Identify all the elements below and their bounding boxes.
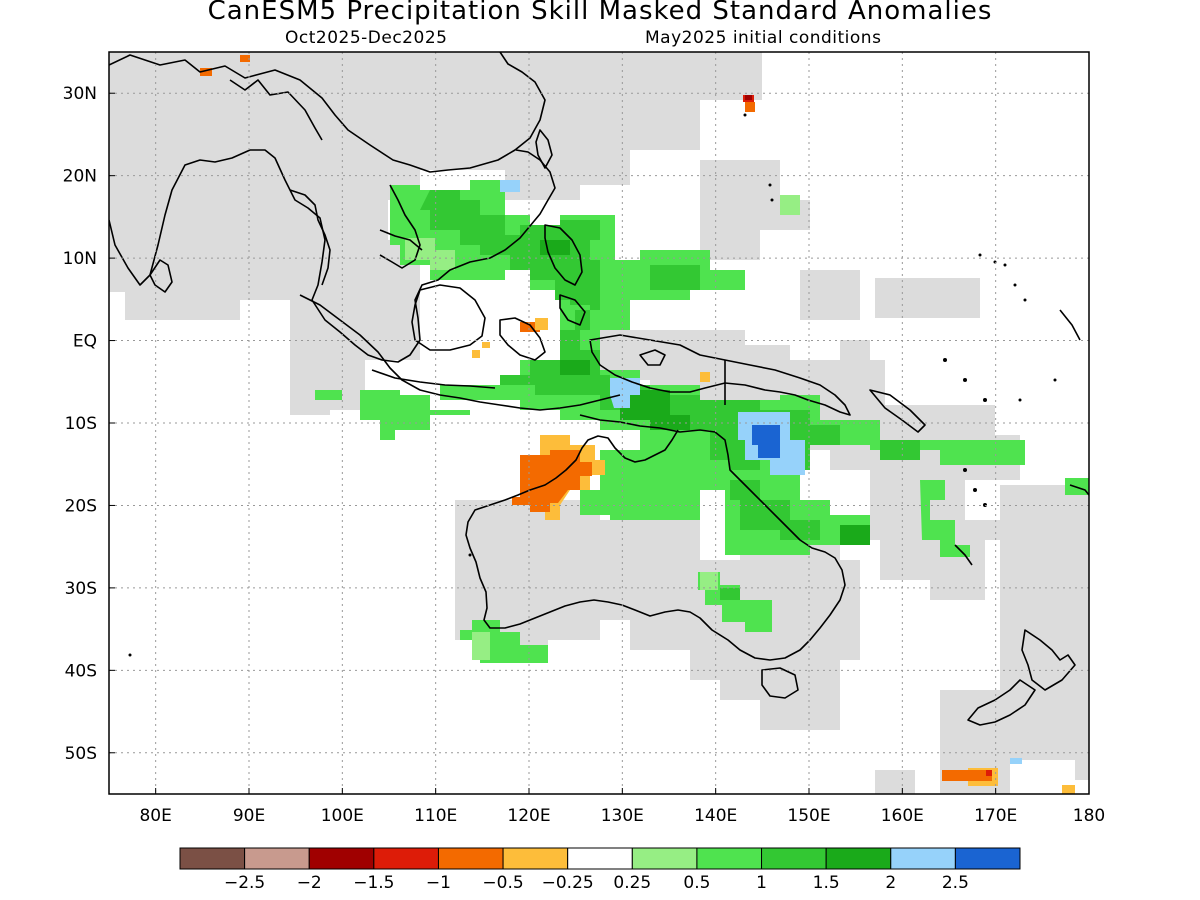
colorbar-swatch bbox=[567, 847, 633, 870]
latitude-label: 30S bbox=[65, 579, 97, 599]
longitude-label: 140E bbox=[694, 806, 737, 826]
colorbar-swatch bbox=[890, 847, 956, 870]
longitude-label: 90E bbox=[233, 806, 265, 826]
colorbar-label: −1.5 bbox=[353, 873, 394, 893]
colorbar-label: 0.5 bbox=[683, 873, 710, 893]
longitude-label: 160E bbox=[881, 806, 924, 826]
longitude-label: 170E bbox=[974, 806, 1017, 826]
colorbar-swatch bbox=[437, 847, 504, 870]
colorbar-swatch bbox=[631, 847, 698, 870]
strong-positive-anomaly-region bbox=[500, 180, 1022, 764]
colorbar-label: 2.5 bbox=[942, 873, 969, 893]
colorbar-swatch bbox=[373, 847, 439, 870]
latitude-label: 50S bbox=[65, 744, 97, 764]
map-title: CanESM5 Precipitation Skill Masked Stand… bbox=[207, 0, 993, 26]
colorbar-label: 0.25 bbox=[613, 873, 651, 893]
longitude-label: 80E bbox=[139, 806, 171, 826]
latitude-label: 30N bbox=[63, 84, 97, 104]
forecast-period: Oct2025-Dec2025 bbox=[285, 28, 448, 48]
positive-anomaly-region bbox=[315, 180, 1089, 663]
longitude-label: 120E bbox=[507, 806, 550, 826]
colorbar-swatch bbox=[761, 847, 827, 870]
latitude-label: 20N bbox=[63, 167, 97, 187]
colorbar-label: −0.5 bbox=[482, 873, 523, 893]
initial-conditions: May2025 initial conditions bbox=[645, 28, 882, 48]
colorbar-label: 2 bbox=[885, 873, 896, 893]
latitude-label: 10N bbox=[63, 249, 97, 269]
colorbar bbox=[179, 847, 1021, 870]
colorbar-swatch bbox=[179, 847, 246, 870]
colorbar-labels: −2.5 −2 −1.5 −1 −0.5 −0.25 0.25 0.5 1 1.5 2 2.5 bbox=[224, 873, 969, 893]
colorbar-swatch bbox=[502, 847, 569, 870]
longitude-label: 180 bbox=[1073, 806, 1105, 826]
longitude-labels: 80E 90E 100E 110E 120E 130E 140E 150E 160E 170E 18… bbox=[139, 788, 1105, 826]
colorbar-swatch bbox=[244, 847, 310, 870]
colorbar-label: −2.5 bbox=[224, 873, 265, 893]
colorbar-label: 1.5 bbox=[813, 873, 840, 893]
colorbar-label: −0.25 bbox=[542, 873, 594, 893]
colorbar-label: −2 bbox=[297, 873, 322, 893]
longitude-label: 130E bbox=[601, 806, 644, 826]
colorbar-label: −1 bbox=[426, 873, 451, 893]
colorbar-swatch bbox=[954, 847, 1021, 870]
latitude-label: EQ bbox=[73, 332, 97, 352]
latitude-labels: 30N 20N 10N EQ 10S 20S 30S 40S 50S bbox=[63, 84, 115, 764]
graticule bbox=[109, 52, 1089, 794]
colorbar-swatch bbox=[696, 847, 763, 870]
longitude-label: 150E bbox=[787, 806, 830, 826]
masked-region bbox=[109, 52, 1089, 794]
latitude-label: 20S bbox=[65, 496, 97, 516]
colorbar-swatch bbox=[825, 847, 892, 870]
colorbar-label: 1 bbox=[756, 873, 767, 893]
colorbar-swatch bbox=[308, 847, 375, 870]
coastline bbox=[109, 52, 1089, 726]
latitude-label: 10S bbox=[65, 414, 97, 434]
longitude-label: 100E bbox=[321, 806, 364, 826]
longitude-label: 110E bbox=[414, 806, 457, 826]
latitude-label: 40S bbox=[65, 661, 97, 681]
